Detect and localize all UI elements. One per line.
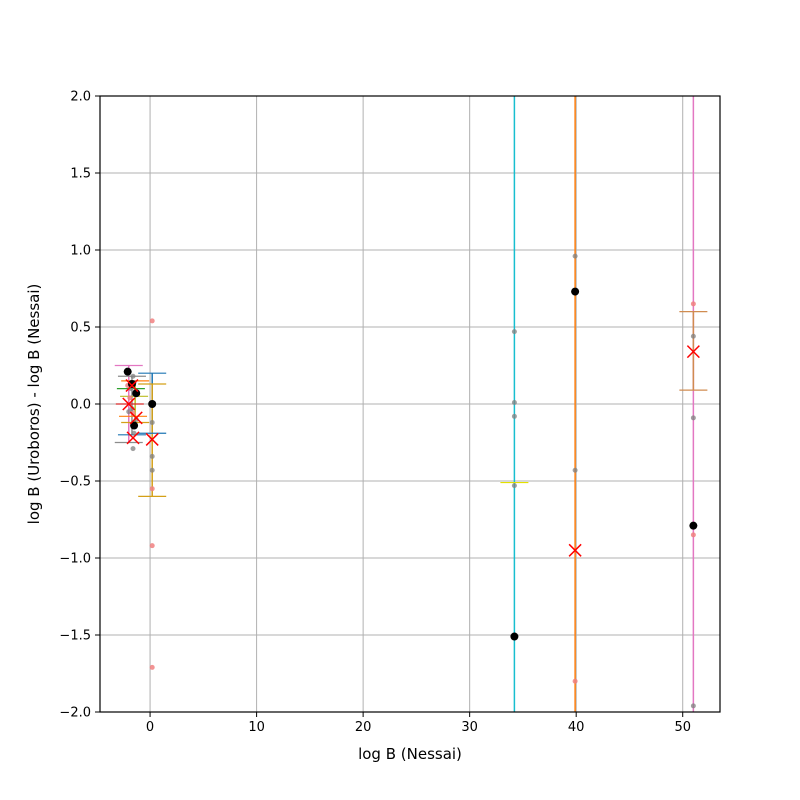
red-x-marker <box>122 397 136 411</box>
y-tick-label: 2.0 <box>70 90 91 105</box>
gray-sample-point <box>126 409 132 415</box>
pink-sample-point <box>149 486 155 492</box>
red-x-stroke <box>686 345 700 359</box>
gray-sample-point <box>511 399 517 405</box>
y-tick-label: −0.5 <box>59 475 91 490</box>
pink-sample-point <box>149 543 155 549</box>
red-x-marker <box>145 432 159 446</box>
x-tick-label: 50 <box>674 720 691 735</box>
gray-sample-point <box>690 415 696 421</box>
pink-sample-point <box>149 664 155 670</box>
y-axis-ticks: −2.0 −1.5 −1.0 −0.5 0.0 0.5 1.0 1.5 2.0 <box>59 90 100 721</box>
y-tick-label: 1.0 <box>70 244 91 259</box>
gray-sample-point <box>149 419 155 425</box>
gray-sample-point <box>572 467 578 473</box>
pink-sample-point <box>149 318 155 324</box>
red-x-stroke <box>122 397 136 411</box>
gray-sample-point <box>130 446 136 452</box>
x-axis-label: log B (Nessai) <box>358 745 462 763</box>
red-x-marker <box>126 431 140 445</box>
red-x-marker <box>686 345 700 359</box>
red-x-marker <box>568 543 582 557</box>
pink-sample-point <box>572 678 578 684</box>
gray-sample-point <box>149 467 155 473</box>
y-tick-label: 1.5 <box>70 167 91 182</box>
black-mean-point <box>130 421 139 430</box>
red-x-stroke <box>568 543 582 557</box>
gray-sample-point <box>572 253 578 259</box>
red-x-marker <box>125 378 139 393</box>
gray-sample-point <box>690 703 696 709</box>
pink-sample-point <box>690 301 696 307</box>
red-x-stroke <box>129 411 143 425</box>
y-tick-label: 0.0 <box>70 398 91 413</box>
x-tick-label: 10 <box>248 720 265 735</box>
pink-sample-point <box>690 532 696 538</box>
black-mean-point <box>148 400 157 408</box>
red-x-stroke <box>145 432 159 446</box>
pink-sample-point <box>127 395 133 401</box>
x-tick-label: 40 <box>568 720 585 735</box>
x-axis-ticks: 0 10 20 30 40 50 <box>146 712 691 735</box>
black-mean-point <box>127 379 136 388</box>
gray-sample-point <box>149 453 155 459</box>
gray-sample-point <box>511 483 517 489</box>
gray-sample-point <box>511 329 517 335</box>
grid <box>100 95 720 713</box>
red-x-marker <box>129 411 143 425</box>
black-mean-point <box>510 632 519 641</box>
red-x-stroke <box>126 431 140 445</box>
mean-points <box>123 287 698 641</box>
x-tick-label: 30 <box>461 720 478 735</box>
y-tick-label: −1.0 <box>59 552 91 567</box>
black-mean-point <box>689 521 698 530</box>
gray-sample-point <box>130 373 136 379</box>
y-tick-label: −1.5 <box>59 629 91 644</box>
gray-sample-point <box>511 413 517 419</box>
gray-sample-point <box>690 333 696 339</box>
y-axis-label: log B (Uroboros) - log B (Nessai) <box>25 284 43 525</box>
y-tick-label: −2.0 <box>59 706 91 721</box>
x-tick-label: 20 <box>355 720 372 735</box>
red-x-stroke <box>125 378 139 393</box>
reference-markers <box>122 345 700 557</box>
y-tick-label: 0.5 <box>70 321 91 336</box>
gray-sample-point <box>129 406 135 412</box>
black-mean-point <box>123 367 132 376</box>
black-mean-point <box>571 287 580 296</box>
x-tick-label: 0 <box>146 720 154 735</box>
pink-sample-point <box>130 410 136 416</box>
